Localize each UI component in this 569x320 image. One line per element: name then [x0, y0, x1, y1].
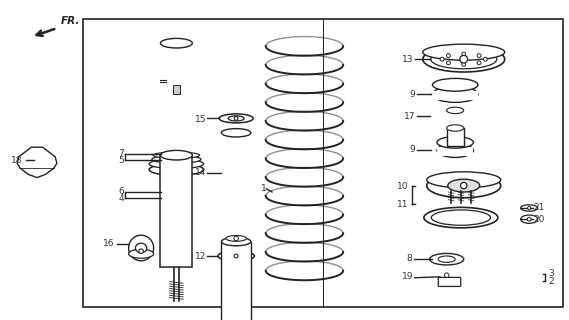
Circle shape	[234, 116, 238, 120]
Ellipse shape	[437, 137, 473, 148]
Bar	[432, 91, 478, 100]
Bar	[160, 155, 192, 267]
Circle shape	[477, 54, 481, 58]
Ellipse shape	[218, 251, 254, 261]
Ellipse shape	[431, 50, 497, 69]
Ellipse shape	[160, 38, 192, 48]
Ellipse shape	[432, 86, 478, 102]
Text: 19: 19	[402, 272, 414, 281]
Ellipse shape	[432, 78, 478, 91]
Ellipse shape	[167, 219, 185, 226]
Ellipse shape	[521, 205, 538, 211]
Circle shape	[447, 61, 451, 65]
Circle shape	[484, 57, 487, 61]
Ellipse shape	[152, 156, 201, 163]
Ellipse shape	[135, 243, 147, 253]
Ellipse shape	[447, 107, 464, 114]
Text: 9: 9	[410, 145, 415, 154]
Ellipse shape	[226, 236, 246, 241]
Polygon shape	[17, 147, 57, 178]
Text: 6: 6	[118, 188, 124, 196]
Text: 5: 5	[118, 156, 124, 164]
Bar	[83, 19, 563, 307]
Ellipse shape	[437, 143, 473, 157]
Text: 15: 15	[195, 115, 206, 124]
Ellipse shape	[221, 129, 251, 137]
Circle shape	[139, 249, 143, 253]
Ellipse shape	[149, 159, 204, 169]
Ellipse shape	[427, 172, 501, 188]
Text: 2: 2	[549, 277, 554, 286]
Ellipse shape	[219, 114, 253, 123]
Ellipse shape	[162, 194, 191, 203]
Bar	[162, 198, 191, 227]
Text: FR.: FR.	[61, 16, 80, 26]
Text: 7: 7	[118, 149, 124, 158]
Circle shape	[234, 236, 238, 241]
Circle shape	[447, 54, 451, 58]
Text: 10: 10	[397, 182, 409, 191]
Text: 11: 11	[397, 200, 409, 209]
Text: 4: 4	[118, 194, 124, 203]
Text: 21: 21	[534, 203, 545, 212]
Bar	[221, 242, 251, 320]
Bar	[173, 85, 180, 94]
Ellipse shape	[521, 215, 538, 223]
Ellipse shape	[448, 179, 480, 192]
Text: 17: 17	[404, 112, 415, 121]
Ellipse shape	[424, 207, 498, 228]
Text: 8: 8	[407, 254, 413, 263]
Text: 12: 12	[195, 252, 206, 261]
Text: 1: 1	[261, 184, 266, 193]
Circle shape	[460, 55, 468, 63]
Ellipse shape	[430, 253, 464, 265]
Ellipse shape	[447, 125, 464, 131]
Ellipse shape	[427, 173, 501, 198]
Circle shape	[234, 254, 238, 258]
Text: 14: 14	[195, 168, 206, 177]
Text: 9: 9	[410, 90, 415, 99]
Circle shape	[527, 217, 531, 221]
Ellipse shape	[423, 46, 505, 72]
Ellipse shape	[447, 147, 464, 154]
Circle shape	[460, 182, 467, 189]
Ellipse shape	[153, 152, 200, 158]
Circle shape	[462, 62, 465, 66]
FancyBboxPatch shape	[438, 277, 461, 286]
Circle shape	[462, 52, 465, 56]
Ellipse shape	[444, 90, 467, 99]
Text: 18: 18	[11, 156, 23, 165]
Ellipse shape	[431, 210, 490, 225]
Bar	[447, 128, 464, 146]
Circle shape	[477, 61, 481, 65]
Ellipse shape	[129, 249, 154, 258]
Bar	[167, 222, 185, 246]
Bar	[437, 147, 473, 156]
Ellipse shape	[149, 164, 204, 175]
Ellipse shape	[221, 237, 251, 246]
Ellipse shape	[167, 195, 185, 202]
Ellipse shape	[228, 253, 244, 259]
Text: 3: 3	[549, 269, 554, 278]
Text: 20: 20	[534, 215, 545, 224]
Ellipse shape	[160, 150, 192, 160]
Text: 13: 13	[402, 55, 414, 64]
Text: 16: 16	[104, 239, 115, 248]
Circle shape	[440, 57, 444, 61]
Ellipse shape	[438, 256, 455, 262]
Ellipse shape	[423, 44, 505, 60]
Circle shape	[444, 273, 449, 277]
Ellipse shape	[129, 235, 154, 261]
Ellipse shape	[228, 116, 244, 121]
Circle shape	[527, 206, 531, 210]
